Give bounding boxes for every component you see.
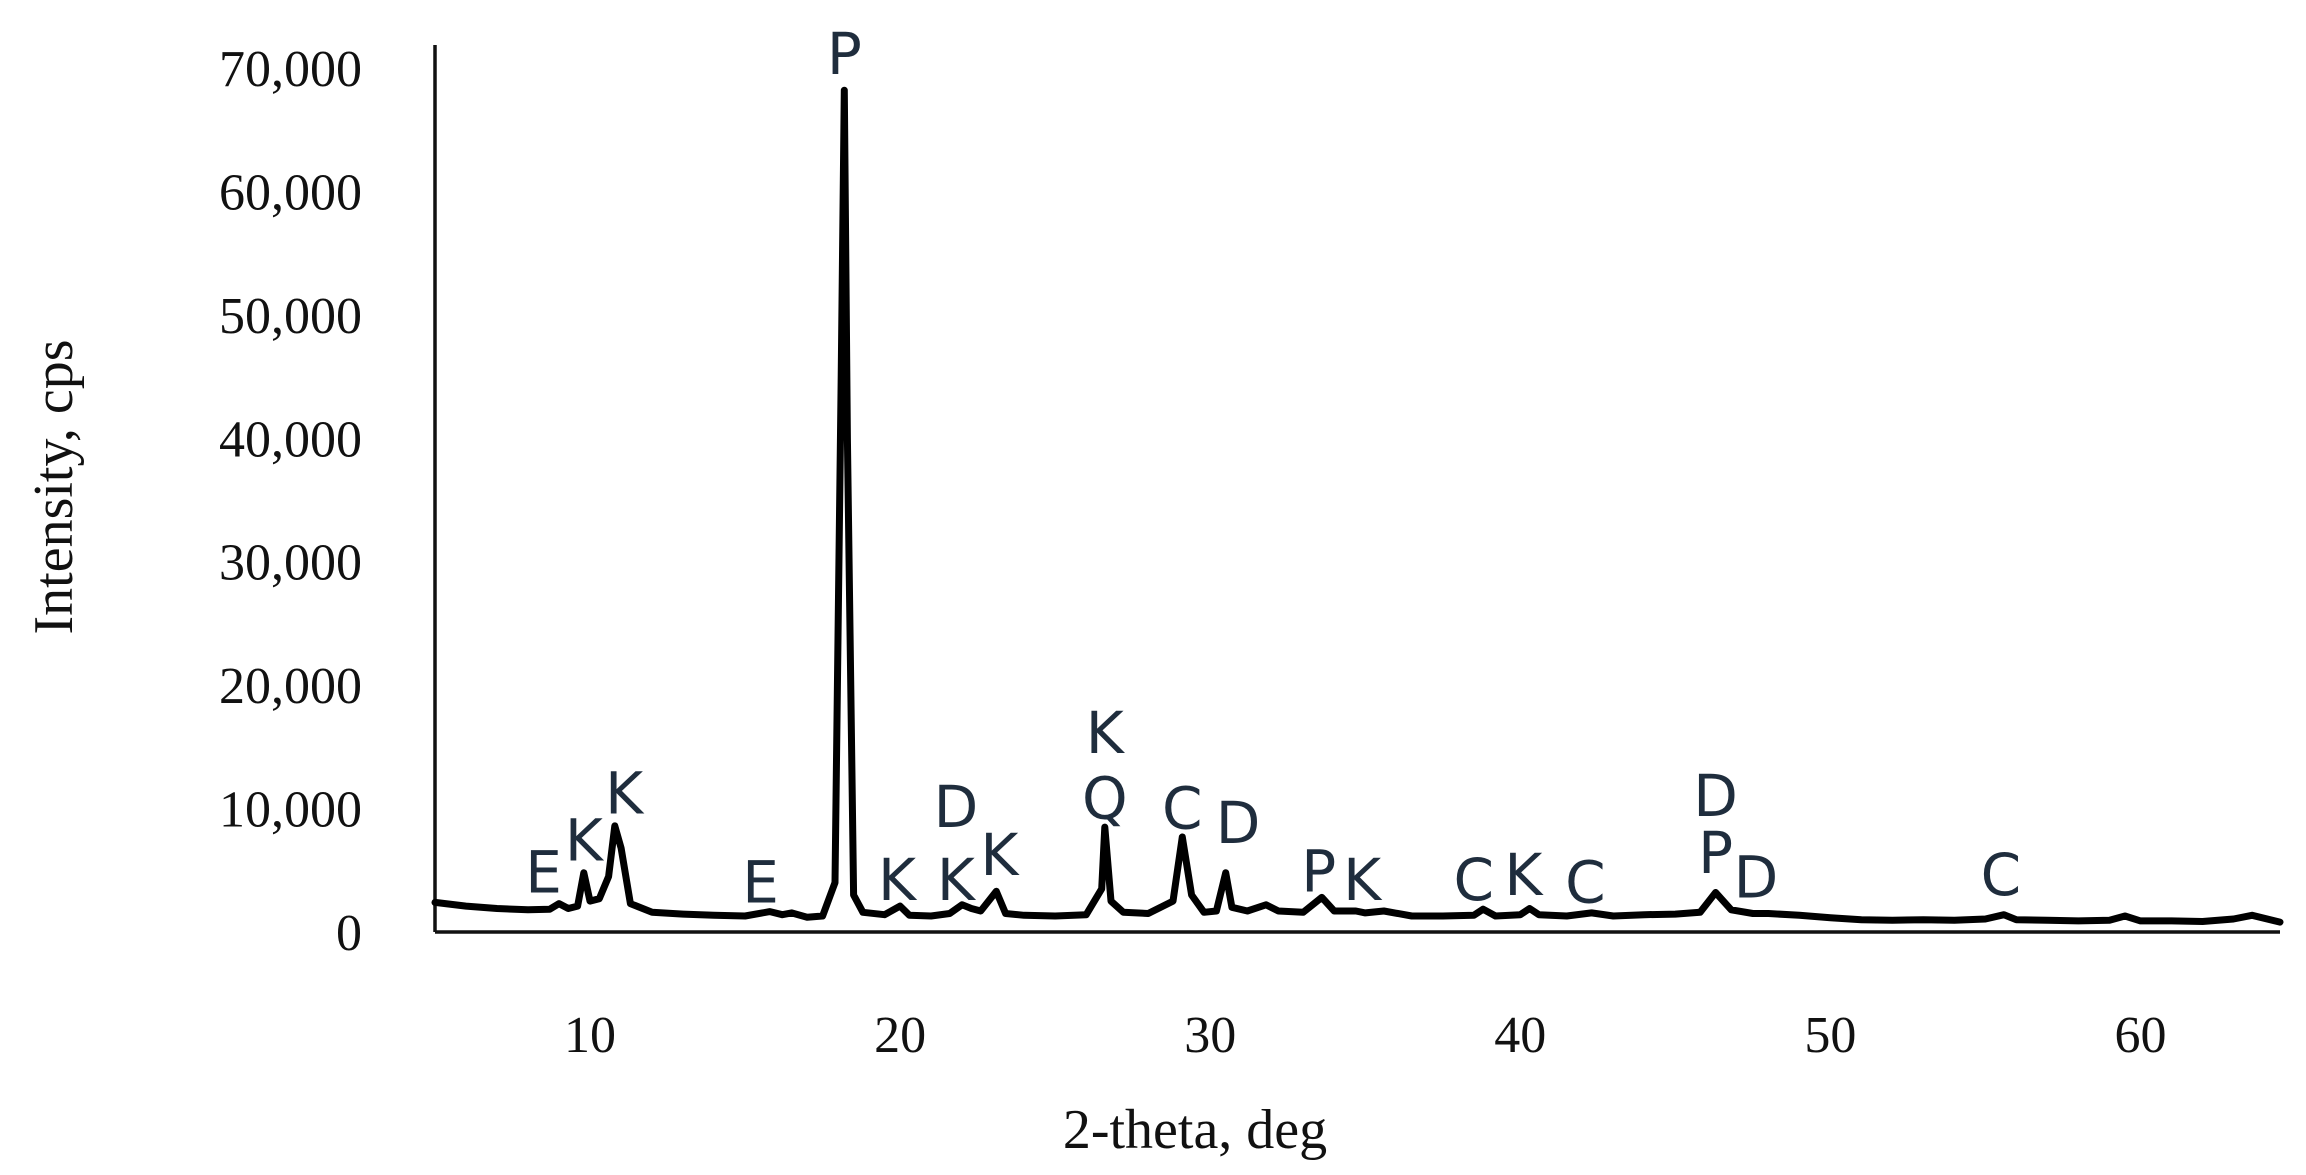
peak-label: K xyxy=(605,760,645,828)
peak-label: K xyxy=(937,846,977,914)
peak-label: K xyxy=(878,846,918,914)
peak-label: K xyxy=(980,821,1020,889)
peak-label: E xyxy=(742,848,779,916)
y-tick-label: 60,000 xyxy=(219,164,362,221)
peak-label: C xyxy=(1162,774,1203,842)
y-tick-label: 50,000 xyxy=(219,288,362,345)
y-tick-label: 70,000 xyxy=(219,41,362,98)
peak-label: D xyxy=(1216,789,1261,857)
x-axis: 10 20 30 40 50 60 xyxy=(435,930,2280,1064)
peak-label: P xyxy=(1698,819,1733,887)
peak-label: D xyxy=(1734,843,1779,911)
peak-label: K xyxy=(1343,846,1383,914)
peak-label: E xyxy=(525,839,562,907)
x-tick-label: 10 xyxy=(564,1007,616,1064)
peak-label: K xyxy=(1504,841,1544,909)
y-tick-label: 0 xyxy=(336,905,362,962)
x-tick-label: 40 xyxy=(1494,1007,1546,1064)
peak-label: C xyxy=(1454,846,1495,914)
x-tick-label: 20 xyxy=(874,1007,926,1064)
peak-label: K xyxy=(565,806,605,874)
y-tick-label: 40,000 xyxy=(219,411,362,468)
y-axis: 0 10,000 20,000 30,000 40,000 50,000 60,000 70,… xyxy=(219,41,437,962)
x-tick-label: 30 xyxy=(1184,1007,1236,1064)
y-tick-label: 10,000 xyxy=(219,782,362,839)
peak-label: K xyxy=(1086,699,1126,767)
y-axis-title: Intensity, cps xyxy=(23,340,85,635)
peak-label: D xyxy=(1693,762,1738,830)
x-axis-title: 2-theta, deg xyxy=(1063,1099,1327,1161)
y-tick-label: 20,000 xyxy=(219,658,362,715)
peak-label: Q xyxy=(1082,764,1128,832)
series-group xyxy=(431,86,2284,926)
xrd-trace xyxy=(431,86,2284,926)
y-tick-label: 30,000 xyxy=(219,535,362,592)
peak-label: P xyxy=(827,20,862,88)
peak-label: D xyxy=(934,773,979,841)
peak-label: P xyxy=(1301,837,1336,905)
x-tick-label: 60 xyxy=(2114,1007,2166,1064)
peak-label: C xyxy=(1565,848,1606,916)
x-tick-label: 50 xyxy=(1804,1007,1856,1064)
peak-label: C xyxy=(1981,841,2022,909)
